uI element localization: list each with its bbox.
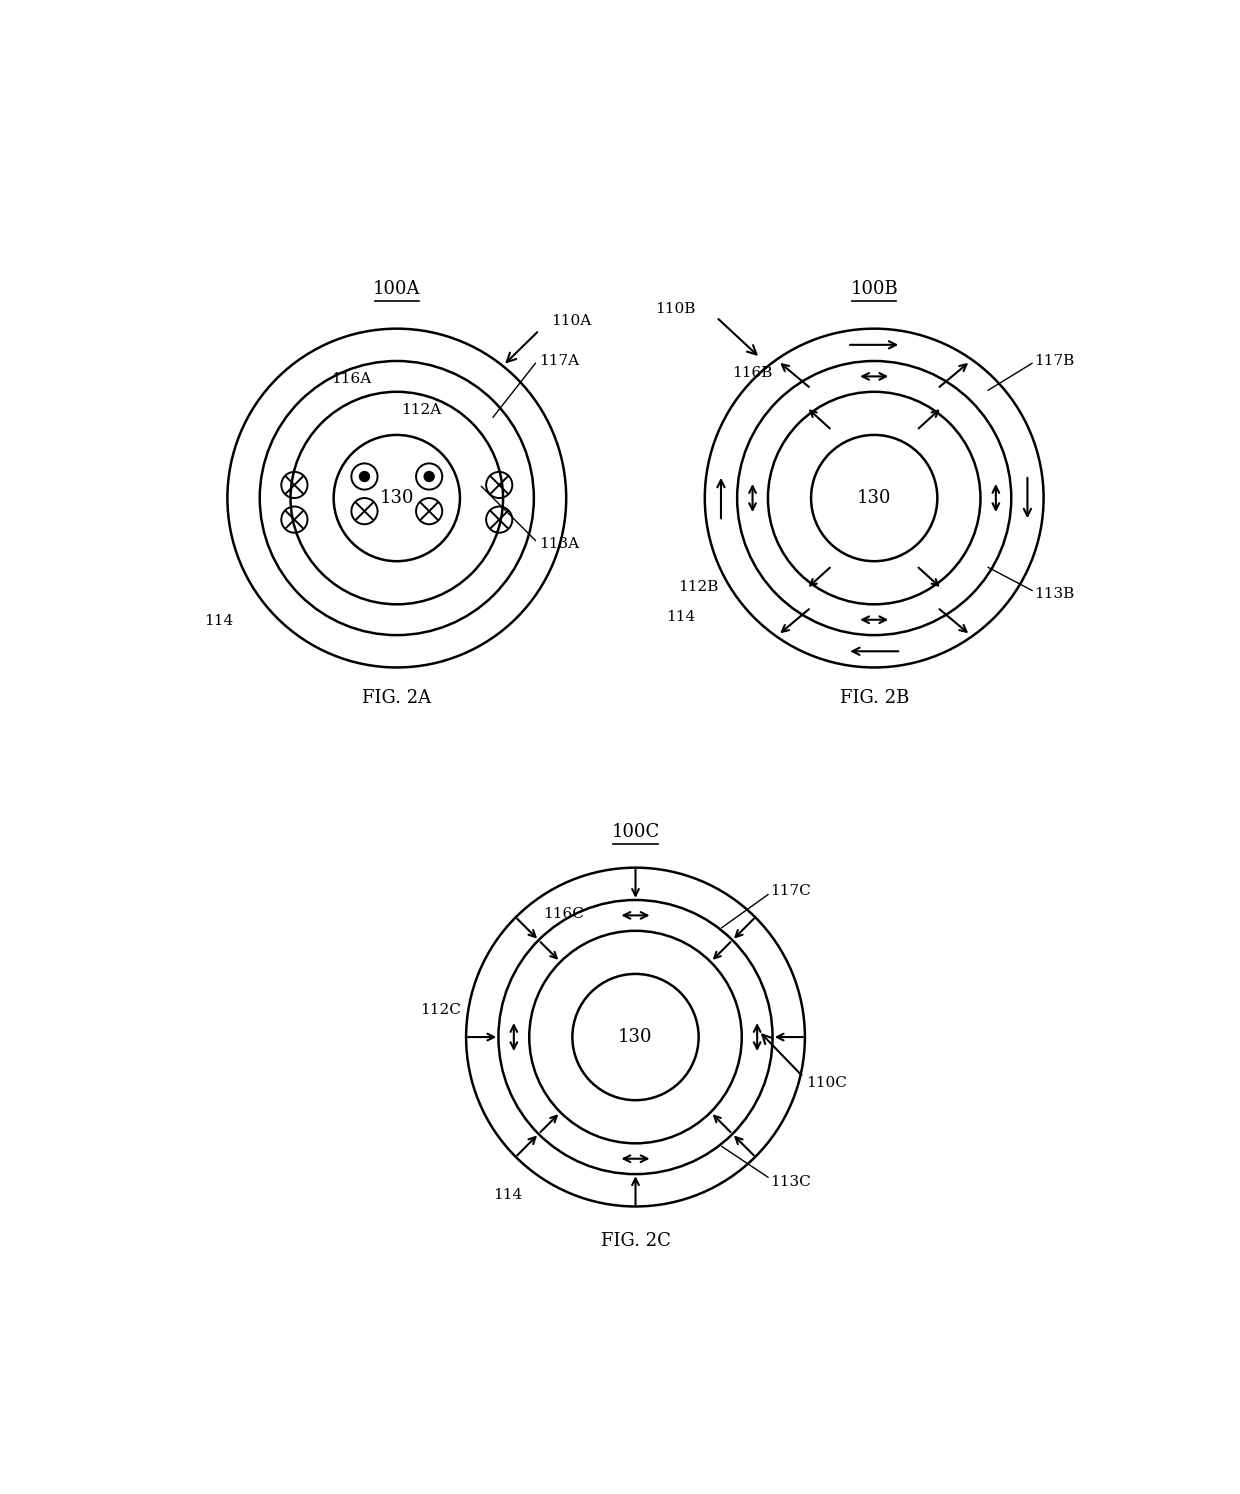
Text: 117A: 117A <box>539 354 579 368</box>
Text: 114: 114 <box>205 614 233 629</box>
Text: FIG. 2B: FIG. 2B <box>839 689 909 707</box>
Text: 113B: 113B <box>1034 587 1075 601</box>
Text: 114: 114 <box>666 611 696 624</box>
Text: 113A: 113A <box>539 538 579 551</box>
Text: FIG. 2C: FIG. 2C <box>600 1233 671 1250</box>
Text: 130: 130 <box>379 489 414 506</box>
Text: 112C: 112C <box>420 1002 461 1017</box>
Circle shape <box>360 472 370 481</box>
Text: FIG. 2A: FIG. 2A <box>362 689 432 707</box>
Text: 112B: 112B <box>678 580 718 593</box>
Text: 110A: 110A <box>551 314 591 329</box>
Text: 113C: 113C <box>770 1174 811 1189</box>
Text: 112A: 112A <box>401 402 441 417</box>
Text: 130: 130 <box>857 489 892 506</box>
Text: 116C: 116C <box>543 907 584 920</box>
Text: 100C: 100C <box>611 823 660 841</box>
Text: 100A: 100A <box>373 279 420 297</box>
Text: 100B: 100B <box>851 279 898 297</box>
Text: 116B: 116B <box>732 366 773 381</box>
Text: 110C: 110C <box>806 1076 847 1091</box>
Text: 114: 114 <box>494 1188 522 1201</box>
Text: 117B: 117B <box>1034 354 1075 368</box>
Text: 130: 130 <box>619 1028 652 1046</box>
Text: 116A: 116A <box>331 372 372 385</box>
Text: 117C: 117C <box>770 884 811 898</box>
Text: 110B: 110B <box>655 302 696 317</box>
Circle shape <box>424 472 434 481</box>
